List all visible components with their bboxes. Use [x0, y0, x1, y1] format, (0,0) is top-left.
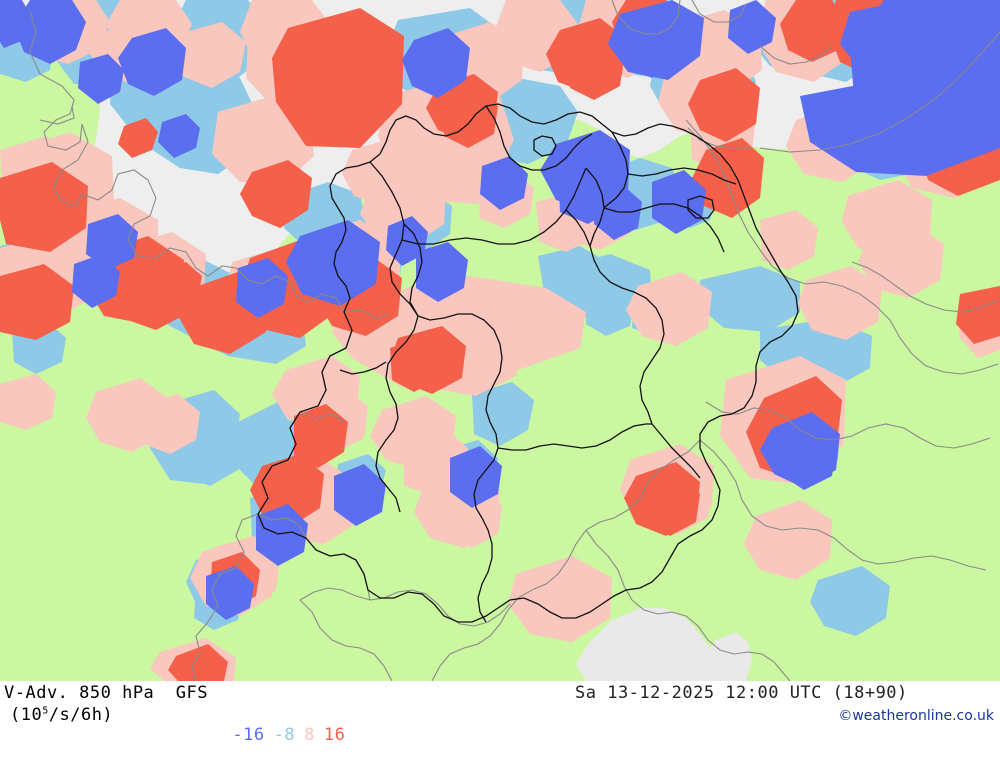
- germany-borders: [257, 103, 799, 623]
- color-legend: -16 -8 8 16: [168, 705, 354, 765]
- terrain-mask: [576, 608, 752, 681]
- map-svg: [0, 0, 1000, 681]
- unit-label: (105/s/6h): [10, 705, 113, 725]
- valid-time-label: Sa 13-12-2025 12:00 UTC (18+90): [575, 683, 908, 703]
- unit-exponent: 5: [42, 705, 49, 717]
- legend-entry-plus8: 8: [304, 725, 315, 745]
- legend-entry-minus16: -16: [232, 725, 265, 745]
- unit-prefix: (10: [10, 705, 43, 725]
- country-borders: [29, 0, 1000, 681]
- legend-entry-minus8: -8: [273, 725, 296, 745]
- legend-entry-plus16: 16: [323, 725, 346, 745]
- field-minus16: [0, 0, 1000, 620]
- parameter-label: V-Adv. 850 hPa GFS: [4, 683, 208, 703]
- weather-map-page: V-Adv. 850 hPa GFS (105/s/6h) -16 -8 8 16 S…: [0, 0, 1000, 745]
- alps-mask-west: [576, 608, 726, 681]
- map-canvas[interactable]: [0, 0, 1000, 681]
- footer-bar: V-Adv. 850 hPa GFS (105/s/6h) -16 -8 8 16 S…: [0, 681, 1000, 745]
- unit-suffix: /s/6h): [48, 705, 114, 725]
- copyright-label: ©weatheronline.co.uk: [838, 708, 994, 724]
